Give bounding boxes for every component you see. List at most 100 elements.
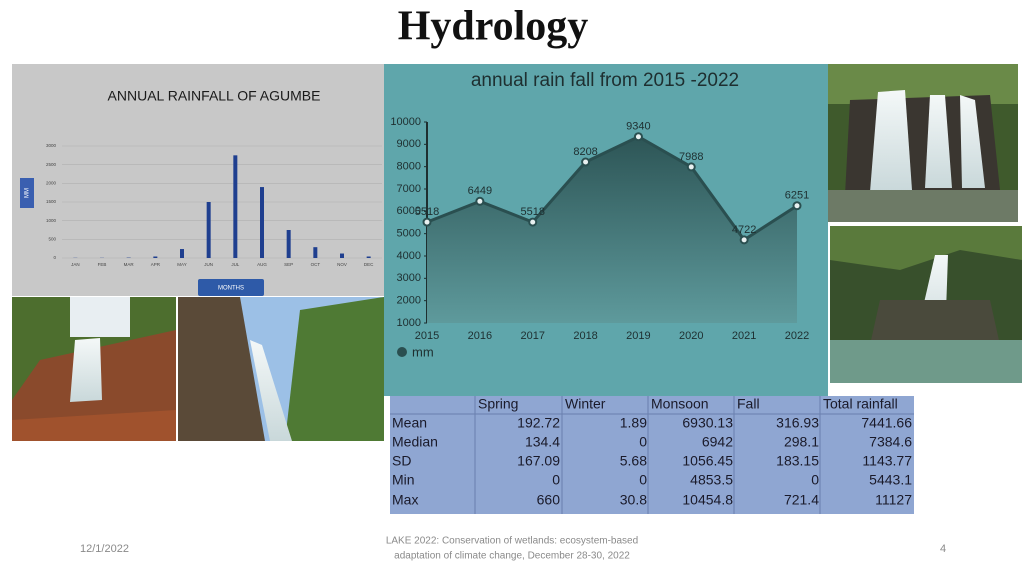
data-point	[635, 133, 642, 140]
table-cell: 10454.8	[682, 492, 733, 508]
data-label: 4722	[732, 224, 756, 236]
x-tick-label: 2022	[785, 330, 809, 342]
x-tick-label: 2021	[732, 330, 756, 342]
bar	[233, 155, 237, 258]
table-header: Fall	[737, 396, 760, 412]
x-tick-label: JUN	[204, 262, 213, 267]
data-point	[582, 159, 589, 166]
y-tick-label: 1500	[46, 199, 57, 204]
data-label: 5518	[520, 206, 544, 218]
y-tick-label: 2000	[46, 181, 57, 186]
table-cell: 0	[639, 434, 647, 450]
data-label: 7988	[679, 151, 703, 163]
x-tick-label: MAR	[124, 262, 135, 267]
x-tick-label: AUG	[257, 262, 267, 267]
y-tick-label: 4000	[397, 250, 421, 262]
row-label: Mean	[392, 415, 427, 431]
footer-text: LAKE 2022: Conservation of wetlands: eco…	[386, 536, 638, 547]
table-cell: 167.09	[517, 453, 560, 469]
data-point	[741, 236, 748, 243]
y-tick-label: 3000	[46, 143, 57, 148]
footer-text: adaptation of climate change, December 2…	[394, 551, 630, 562]
data-label: 6449	[468, 185, 492, 197]
table-cell: 6942	[702, 434, 733, 450]
x-tick-label: 2020	[679, 330, 703, 342]
x-tick-label: JAN	[71, 262, 80, 267]
table-header: Winter	[565, 396, 606, 412]
table-header: Total rainfall	[823, 396, 898, 412]
table-cell: 7384.6	[869, 434, 912, 450]
table-cell: 1056.45	[682, 453, 733, 469]
y-tick-label: 500	[48, 237, 56, 242]
table-cell: 183.15	[776, 453, 819, 469]
row-label: Max	[392, 492, 418, 508]
y-tick-label: 9000	[397, 138, 421, 150]
x-tick-label: OCT	[311, 262, 321, 267]
data-point	[688, 163, 695, 170]
table-cell: 30.8	[620, 492, 647, 508]
y-tick-label: 1000	[397, 317, 421, 329]
footer-date: 12/1/2022	[80, 543, 129, 555]
table-cell: 721.4	[784, 492, 819, 508]
y-tick-label: 7000	[397, 183, 421, 195]
photo-waterfall-4	[178, 297, 384, 441]
table-cell: 6930.13	[682, 415, 733, 431]
table-cell: 1.89	[620, 415, 647, 431]
photo-waterfall-1	[828, 64, 1018, 222]
x-tick-label: MAY	[177, 262, 186, 267]
data-point	[529, 219, 536, 226]
x-tick-label: SEP	[284, 262, 293, 267]
y-tick-label: 1000	[46, 218, 57, 223]
table-header: Monsoon	[651, 396, 709, 412]
y-axis-label: MM	[25, 188, 31, 198]
table-cell: 11127	[875, 492, 912, 508]
table-cell: 4853.5	[690, 472, 733, 488]
x-tick-label: 2016	[468, 330, 492, 342]
y-tick-label: 5000	[397, 228, 421, 240]
table-cell: 660	[537, 492, 561, 508]
x-tick-label: FEB	[98, 262, 107, 267]
x-tick-label: 2019	[626, 330, 650, 342]
table-cell: 5.68	[620, 453, 647, 469]
x-tick-label: DEC	[364, 262, 374, 267]
page-number: 4	[940, 543, 946, 555]
data-label: 9340	[626, 121, 650, 133]
chart-title: annual rain fall from 2015 -2022	[471, 70, 739, 91]
x-tick-label: NOV	[337, 262, 347, 267]
photo-waterfall-3	[12, 297, 176, 441]
table-cell: 192.72	[517, 415, 560, 431]
bar	[367, 257, 371, 258]
table-cell: 316.93	[776, 415, 819, 431]
y-tick-label: 8000	[397, 161, 421, 173]
row-label: Median	[392, 434, 438, 450]
table-cell: 5443.1	[869, 472, 912, 488]
data-label: 5518	[415, 206, 439, 218]
x-tick-label: JUL	[231, 262, 239, 267]
y-tick-label: 2000	[397, 295, 421, 307]
bar	[313, 247, 317, 258]
bar	[260, 187, 264, 258]
x-axis-label: MONTHS	[218, 286, 244, 292]
legend-label: mm	[412, 344, 434, 359]
data-point	[794, 202, 801, 209]
row-label: Min	[392, 472, 415, 488]
bar	[180, 249, 184, 258]
data-point	[424, 219, 431, 226]
x-tick-label: 2017	[520, 330, 544, 342]
data-label: 6251	[785, 190, 809, 202]
x-tick-label: APR	[151, 262, 161, 267]
y-tick-label: 10000	[390, 116, 421, 128]
photo-waterfall-2	[830, 226, 1022, 383]
y-tick-label: 3000	[397, 272, 421, 284]
legend-marker	[397, 347, 407, 357]
chart-title: ANNUAL RAINFALL OF AGUMBE	[108, 88, 321, 104]
x-tick-label: 2018	[573, 330, 597, 342]
table-cell: 7441.66	[861, 415, 912, 431]
table-header: Spring	[478, 396, 518, 412]
table-cell: 134.4	[525, 434, 560, 450]
bar	[207, 202, 211, 258]
table-cell: 0	[639, 472, 647, 488]
slide-title: Hydrology	[398, 4, 589, 50]
table-cell: 1143.77	[862, 453, 912, 469]
